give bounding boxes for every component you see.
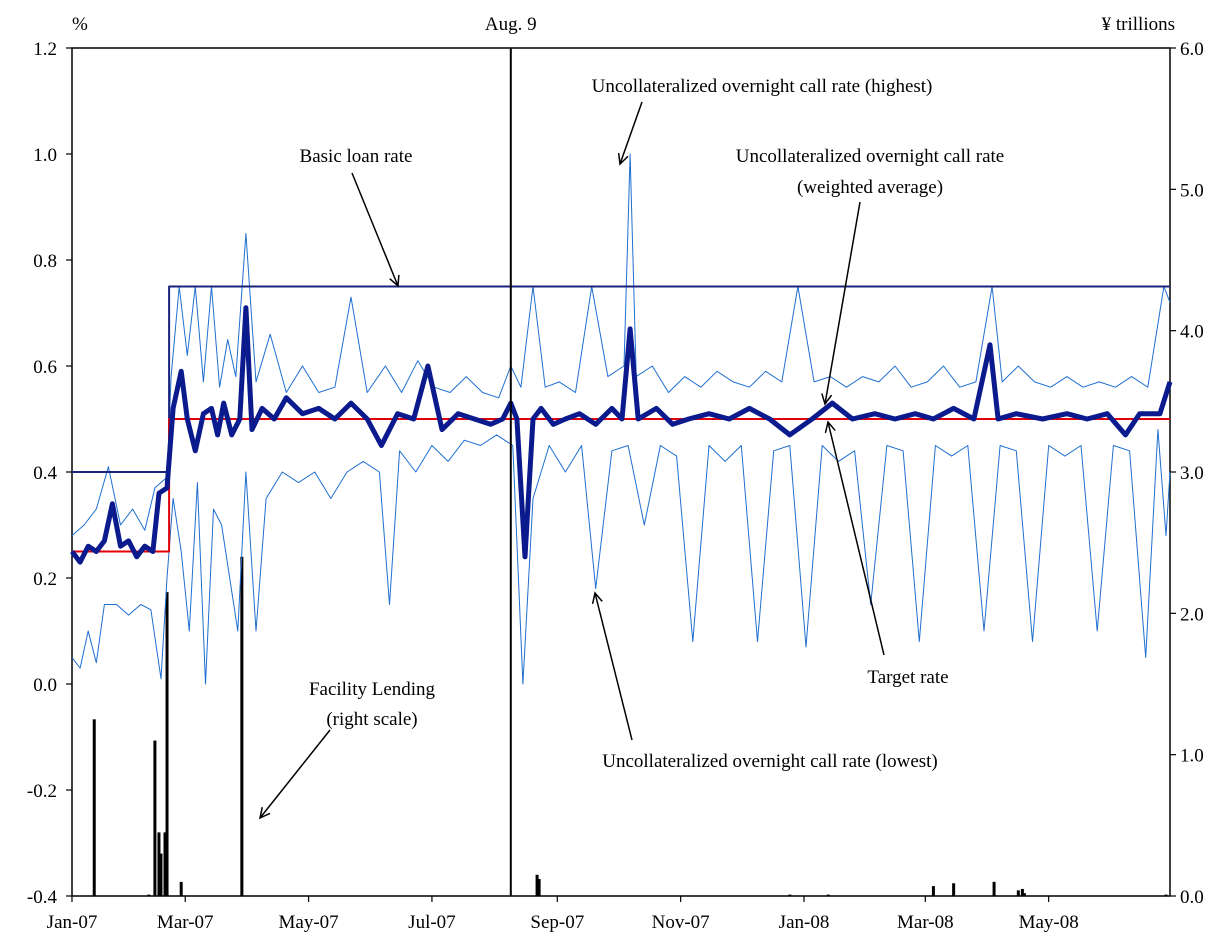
facility-lending-bar	[788, 894, 792, 896]
right-axis-ticks: 6.0 5.0 4.0 3.0 2.0 1.0 0.0	[1170, 39, 1204, 908]
left-tick-label: 0.8	[33, 251, 57, 272]
facility-lending-bar	[992, 881, 996, 896]
series-lines	[70, 153, 1173, 685]
facility-lending-bar	[952, 883, 956, 896]
series-line-uncollateralized-overnight-call-rate-highest	[71, 153, 1171, 536]
right-tick-label: 1.0	[1180, 746, 1204, 767]
facility-lending-bar	[159, 853, 163, 896]
x-tick-label: Mar-08	[897, 912, 954, 933]
left-tick-label: 0.6	[33, 357, 57, 378]
left-tick-label: -0.4	[27, 887, 58, 908]
facility-lending-bar	[165, 592, 169, 896]
x-tick-label: Jan-07	[47, 912, 98, 933]
x-tick-label: Sep-07	[530, 912, 584, 933]
left-tick-label: -0.2	[27, 781, 57, 802]
annotation-weighted-average-line1: Uncollateralized overnight call rate	[736, 146, 1005, 167]
annotation-weighted-average-arrow	[825, 201, 861, 404]
x-tick-label: Jul-07	[408, 912, 456, 933]
annotation-lowest: Uncollateralized overnight call rate (lo…	[602, 751, 938, 772]
annotation-target-rate: Target rate	[867, 667, 948, 688]
annotation-target-rate-arrow	[828, 422, 885, 656]
facility-lending-bar	[147, 894, 151, 896]
plot-area	[71, 47, 1171, 897]
right-tick-label: 3.0	[1180, 463, 1204, 484]
facility-lending-bar	[153, 740, 157, 896]
x-tick-label: Mar-07	[157, 912, 214, 933]
x-tick-label: Jan-08	[779, 912, 830, 933]
right-tick-label: 5.0	[1180, 180, 1204, 201]
x-axis-ticks: Jan-07 Mar-07 May-07 Jul-07 Sep-07 Nov-07 Jan-…	[47, 896, 1079, 933]
left-tick-label: 1.0	[33, 145, 57, 166]
right-axis-unit: ¥ trillions	[1102, 14, 1175, 35]
facility-lending-bar	[537, 879, 541, 896]
facility-lending-bar	[1164, 894, 1168, 896]
right-tick-label: 6.0	[1180, 39, 1204, 60]
right-tick-label: 2.0	[1180, 604, 1204, 625]
facility-lending-bar	[1020, 888, 1024, 896]
facility-lending-bar	[157, 832, 161, 896]
facility-lending-bar	[163, 832, 167, 896]
facility-lending-bar	[1022, 893, 1026, 896]
annotation-lowest-arrow	[595, 593, 633, 741]
left-tick-label: 1.2	[33, 39, 57, 60]
right-tick-label: 4.0	[1180, 322, 1204, 343]
x-tick-label: May-07	[279, 912, 339, 933]
annotation-highest-arrow	[620, 101, 643, 164]
left-axis-unit: %	[72, 14, 88, 35]
facility-lending-bar	[931, 886, 935, 896]
facility-lending-bars	[92, 556, 1168, 896]
annotation-basic-loan-rate: Basic loan rate	[300, 146, 413, 167]
left-tick-label: 0.2	[33, 569, 57, 590]
facility-lending-bar	[1016, 890, 1020, 896]
annotation-facility-lending-line2: (right scale)	[326, 709, 417, 730]
annotation-facility-lending-arrow	[260, 729, 331, 818]
aug9-label: Aug. 9	[485, 14, 537, 35]
x-tick-label: May-08	[1019, 912, 1079, 933]
left-tick-label: 0.0	[33, 675, 57, 696]
annotation-weighted-average-line2: (weighted average)	[797, 177, 943, 198]
left-tick-label: 0.4	[33, 463, 57, 484]
left-axis-ticks: 1.2 1.0 0.8 0.6 0.4 0.2 0.0 -0.2 -0.4	[27, 39, 72, 908]
series-line-basic-loan-rate	[72, 285, 1170, 473]
annotations: Uncollateralized overnight call rate (hi…	[260, 76, 1004, 818]
x-tick-label: Nov-07	[652, 912, 710, 933]
annotation-highest: Uncollateralized overnight call rate (hi…	[592, 76, 933, 97]
facility-lending-bar	[179, 881, 183, 896]
series-line-uncollateralized-overnight-call-rate-weighted-average	[70, 305, 1173, 565]
annotation-basic-loan-rate-arrow	[351, 172, 398, 286]
facility-lending-bar	[826, 894, 830, 896]
facility-lending-bar	[240, 556, 244, 896]
facility-lending-bar	[92, 719, 96, 896]
facility-lending-bar	[535, 874, 539, 896]
annotation-facility-lending-line1: Facility Lending	[309, 679, 436, 700]
right-tick-label: 0.0	[1180, 887, 1204, 908]
series-line-uncollateralized-overnight-call-rate-lowest	[71, 429, 1171, 685]
